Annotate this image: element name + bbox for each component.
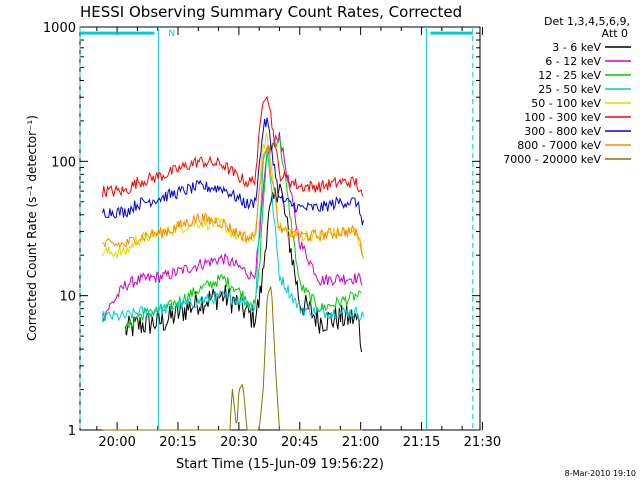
chart-title: HESSI Observing Summary Count Rates, Cor… — [80, 3, 462, 21]
x-tick-label: 20:30 — [220, 435, 257, 450]
x-tick-label: 20:45 — [281, 435, 318, 450]
series-line-25-50-kev — [102, 147, 364, 323]
x-tick-label: 21:15 — [403, 435, 440, 450]
y-axis-label: Corrected Count Rate (s⁻¹ detector⁻¹) — [25, 115, 39, 341]
legend-label: 3 - 6 keV — [552, 41, 601, 54]
night-marker-label: N — [168, 29, 175, 39]
y-tick-label: 10 — [59, 290, 76, 305]
series-line-6-12-kev — [102, 131, 363, 323]
markers-group: N — [79, 27, 474, 430]
x-tick-label: 20:00 — [98, 435, 135, 450]
series-line-800-7000-kev — [102, 143, 364, 258]
series-line-12-25-kev — [124, 136, 362, 334]
legend-label: 800 - 7000 keV — [517, 139, 601, 152]
legend-label: 12 - 25 keV — [538, 69, 601, 82]
x-tick-label: 20:15 — [159, 435, 196, 450]
plot-timestamp: 8-Mar-2010 19:10 — [565, 469, 636, 478]
legend-label: 6 - 12 keV — [545, 55, 601, 68]
y-tick-label: 1 — [68, 424, 76, 439]
y-tick-label: 100 — [51, 155, 76, 170]
legend-label: 300 - 800 keV — [524, 125, 601, 138]
legend-label: 25 - 50 keV — [538, 83, 601, 96]
series-line-3-6-kev — [124, 183, 362, 353]
legend-label: 100 - 300 keV — [524, 111, 601, 124]
legend-header-line-2: Att 0 — [602, 27, 628, 40]
series-line-100-300-kev — [102, 95, 364, 198]
series-line-50-100-kev — [102, 132, 364, 260]
axes-group: 20:00 20:15 20:30 20:45 21:00 21:15 21:30 1 10 10… — [43, 21, 501, 450]
series-group — [102, 95, 364, 431]
legend-header-line-1: Det 1,3,4,5,6,9, — [544, 15, 630, 28]
series-line-7000-20000-kev — [102, 286, 363, 431]
x-tick-label: 21:00 — [342, 435, 379, 450]
legend-label: 50 - 100 keV — [531, 97, 601, 110]
x-tick-label: 21:30 — [464, 435, 501, 450]
x-axis-label: Start Time (15-Jun-09 19:56:22) — [176, 457, 384, 472]
legend-label: 7000 - 20000 keV — [503, 153, 601, 166]
y-tick-label: 1000 — [43, 21, 76, 36]
series-line-300-800-kev — [102, 117, 364, 226]
